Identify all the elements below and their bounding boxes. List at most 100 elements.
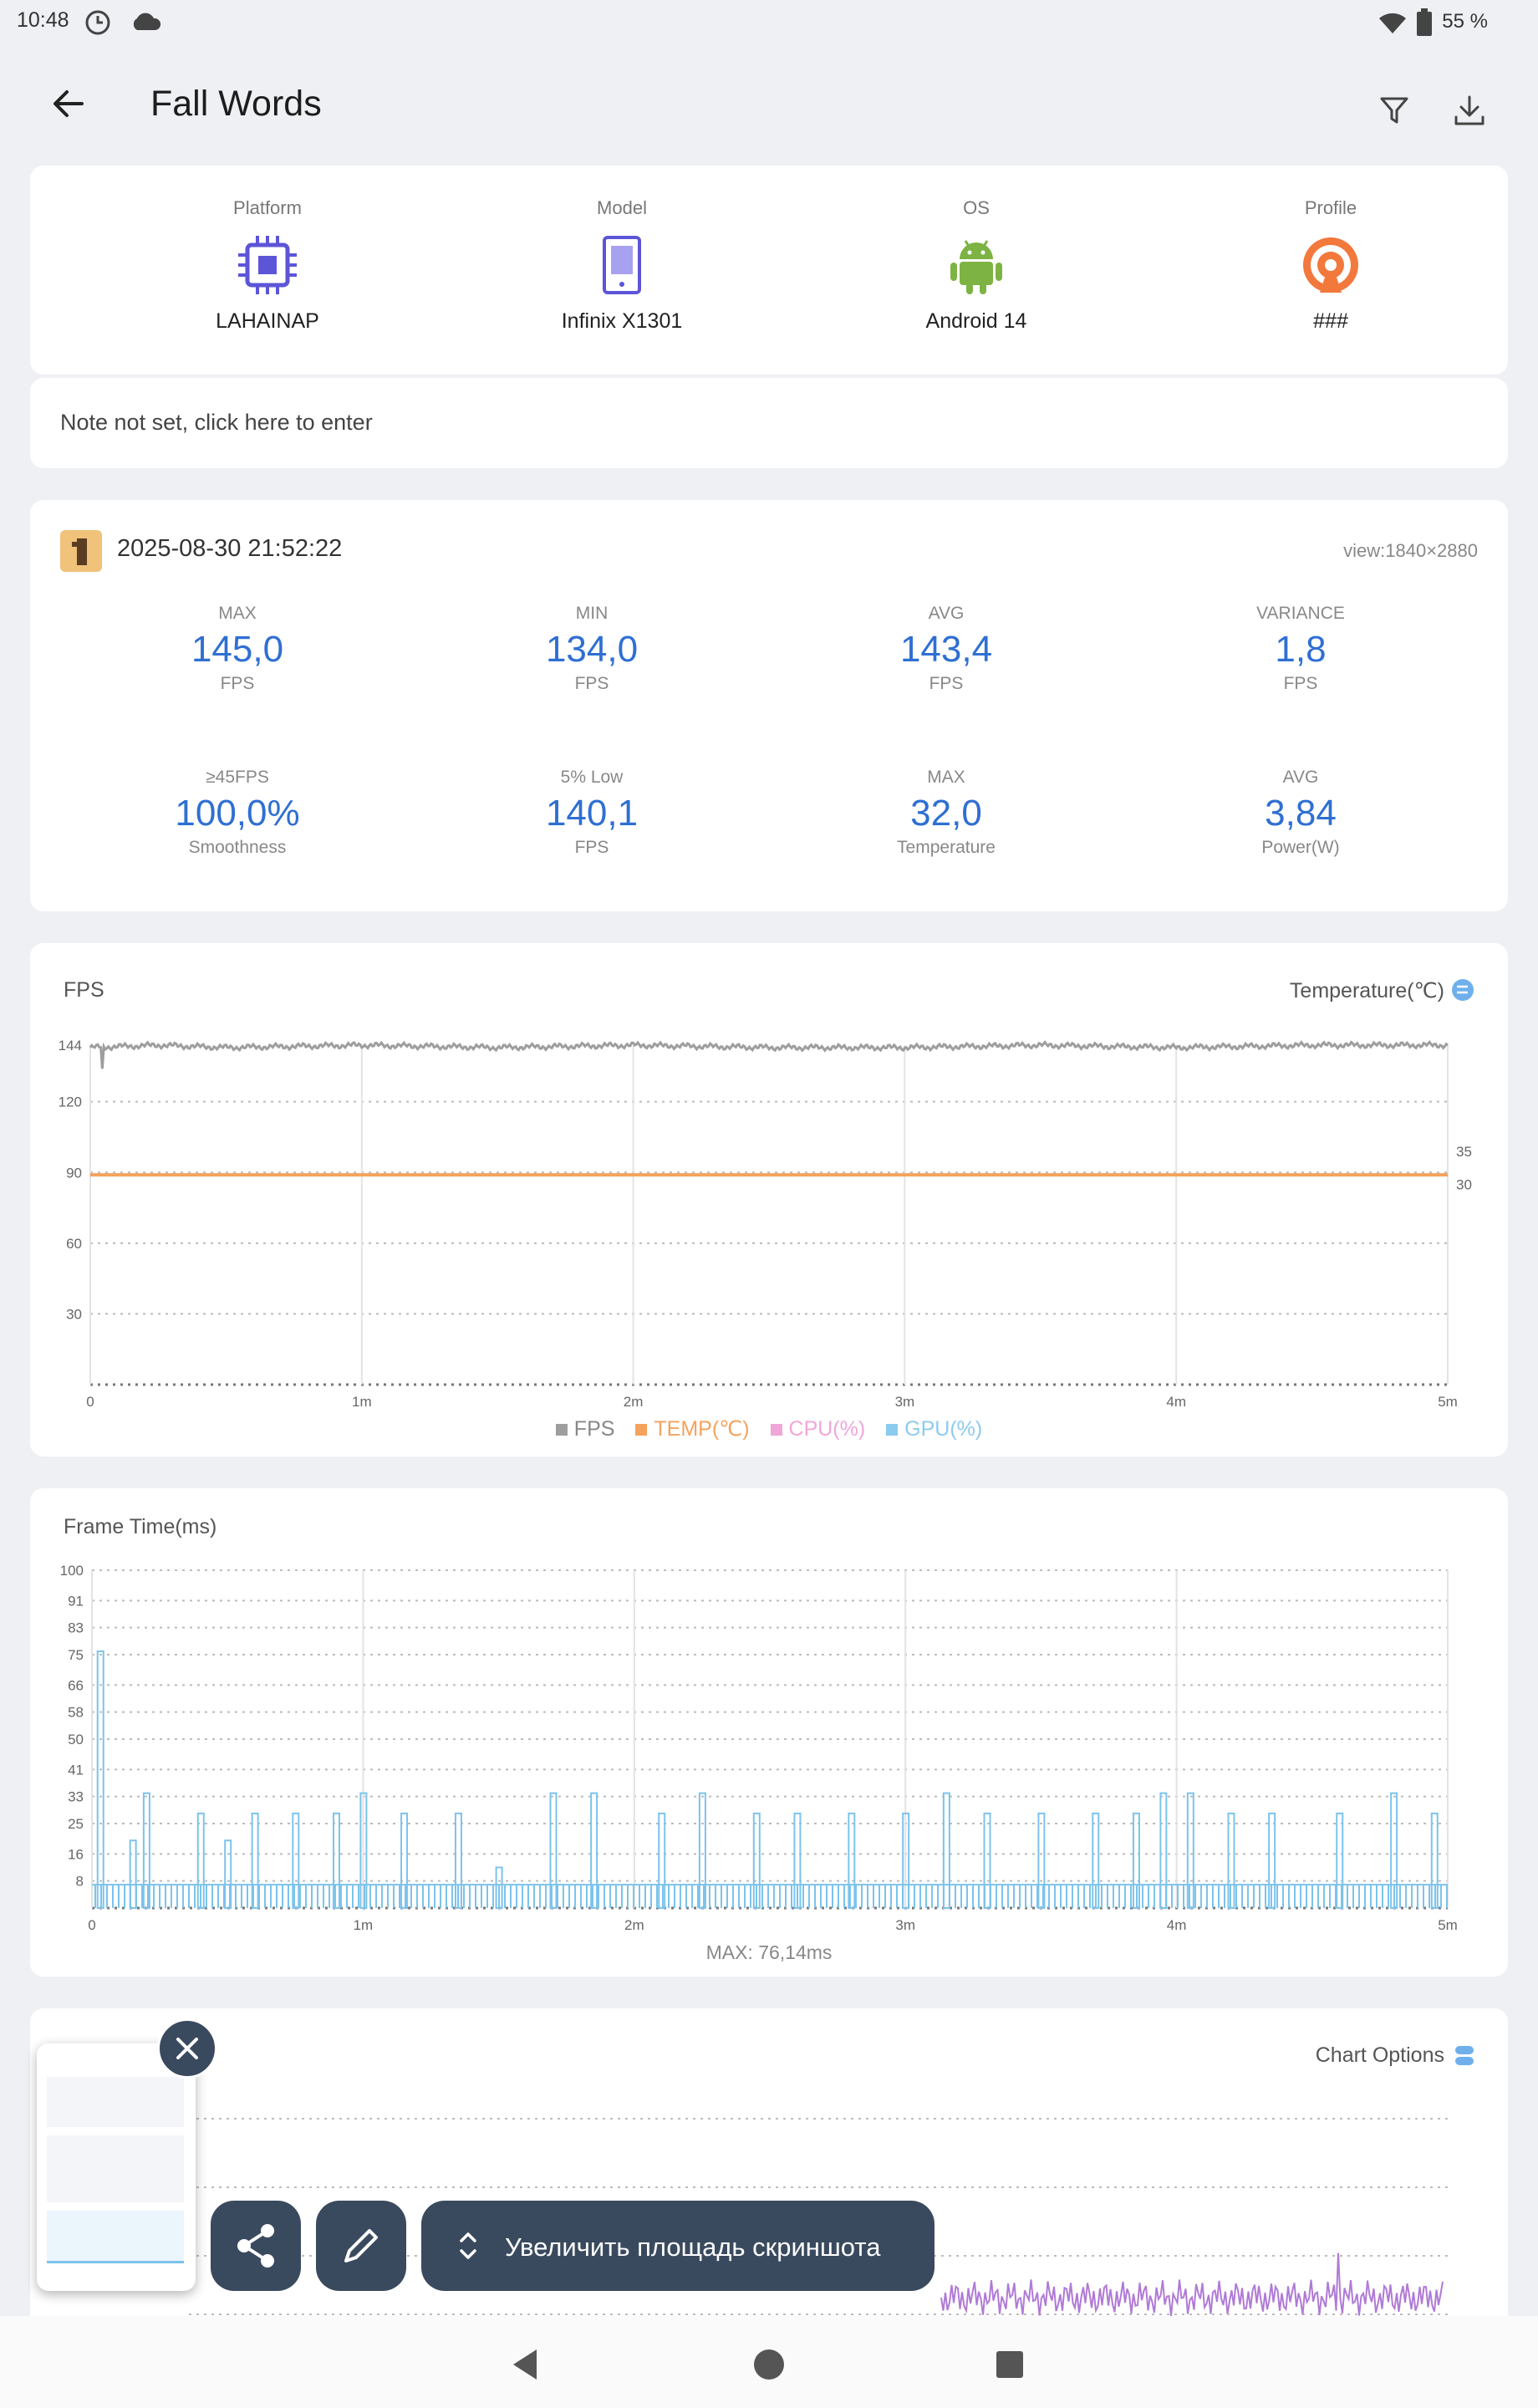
metric-value: 1,8 [1275, 629, 1327, 670]
y-tick-label: 16 [68, 1846, 84, 1862]
frametime-spike-bar [1159, 1792, 1168, 1910]
edit-button[interactable] [316, 2201, 406, 2291]
legend-cpu[interactable]: CPU(%) [770, 1417, 865, 1441]
metric-avg-fps: AVG 143,4 FPS [821, 604, 1072, 694]
session-datetime: 2025-08-30 21:52:22 [117, 535, 343, 562]
close-icon [176, 2038, 198, 2059]
system-nav-bar [0, 2316, 1538, 2408]
y-tick-label: 100 [60, 1563, 84, 1579]
platform-column: Platform LAHAINAP [142, 197, 393, 334]
x-tick-label: 1m [354, 1917, 374, 1933]
frametime-spike-bar [495, 1866, 503, 1909]
x-tick-label: 5m [1438, 1394, 1458, 1410]
metric-label: AVG [1282, 768, 1319, 787]
frametime-spike-bar [251, 1812, 259, 1910]
y-tick-label: 66 [68, 1677, 84, 1693]
android-icon [950, 240, 1002, 294]
metric-unit: FPS [1283, 674, 1318, 693]
metric-unit: FPS [574, 838, 609, 857]
y-tick-label: 91 [68, 1593, 84, 1609]
legend-gpu[interactable]: GPU(%) [886, 1417, 982, 1441]
y-tick-label: 144 [59, 1038, 82, 1054]
x-tick-label: 4m [1167, 1917, 1187, 1933]
nav-recents-icon[interactable] [995, 2349, 1025, 2380]
frametime-spike-bar [1390, 1792, 1398, 1910]
frametime-spike-bar [196, 1812, 205, 1910]
filter-icon[interactable] [1378, 94, 1411, 127]
frametime-spike-bar [1268, 1812, 1276, 1910]
download-icon[interactable] [1451, 92, 1488, 129]
screenshot-preview[interactable] [37, 2043, 196, 2291]
metric-unit: Smoothness [188, 838, 287, 857]
back-arrow-icon[interactable] [48, 84, 89, 124]
frametime-spike-bar [848, 1812, 856, 1910]
frametime-spike-bar [332, 1812, 340, 1910]
share-button[interactable] [211, 2201, 301, 2291]
metric-label: MAX [927, 768, 965, 787]
metric-value: 3,84 [1265, 793, 1337, 834]
x-tick-label: 0 [86, 1394, 94, 1410]
view-resolution: view:1840×2880 [1343, 540, 1478, 561]
status-time: 10:48 [17, 8, 69, 32]
legend-temp[interactable]: TEMP(℃) [635, 1417, 750, 1441]
frametime-spike-bar [454, 1812, 462, 1910]
nav-back-icon[interactable] [510, 2348, 540, 2381]
third-chart-card: Chart Options 40 [30, 2008, 1508, 2360]
model-column: Model Infinix X1301 [497, 197, 747, 334]
metric-value: 134,0 [545, 629, 639, 670]
phone-icon [603, 236, 641, 294]
swap-axis-icon[interactable] [1451, 978, 1474, 1002]
clock-icon [85, 10, 110, 35]
frametime-spike-bar [658, 1812, 666, 1910]
frametime-spike-bar [1186, 1792, 1194, 1910]
os-value: Android 14 [925, 309, 1027, 333]
share-icon [237, 2224, 274, 2268]
profile-column: Profile ### [1205, 197, 1456, 334]
chart-options-label[interactable]: Chart Options [1315, 2043, 1444, 2067]
frametime-chart-title: Frame Time(ms) [64, 1515, 217, 1538]
x-tick-label: 4m [1166, 1394, 1186, 1410]
metric-smoothness: ≥45FPS 100,0% Smoothness [112, 768, 363, 858]
close-preview-button[interactable] [157, 2018, 217, 2079]
note-placeholder: Note not set, click here to enter [60, 410, 373, 435]
note-field[interactable]: Note not set, click here to enter [30, 378, 1508, 468]
y-tick-label: 30 [66, 1306, 82, 1322]
metric-unit: FPS [220, 674, 255, 693]
chart-options-icon[interactable] [1454, 2045, 1474, 2067]
frametime-spike-bar [549, 1792, 558, 1910]
metric-value: 100,0% [175, 793, 300, 834]
expand-screenshot-button[interactable]: Увеличить площадь скриншота [421, 2201, 935, 2291]
metric-label: AVG [928, 604, 965, 623]
device-info-card: Platform LAHAINAP Model Infinix X1301 OS [30, 166, 1508, 375]
frametime-spike-bar [1336, 1812, 1344, 1910]
metric-label: MIN [575, 604, 609, 623]
legend-fps[interactable]: FPS [555, 1417, 614, 1441]
app-bar: Fall Words [0, 47, 1538, 164]
metric-value: 140,1 [545, 793, 639, 834]
frametime-spike-bar [1132, 1812, 1140, 1910]
battery-percent: 55 % [1442, 10, 1488, 33]
y-tick-label: 50 [68, 1732, 84, 1747]
profile-radar-icon [1303, 237, 1358, 293]
metric-label: VARIANCE [1256, 604, 1345, 623]
metric-avg-power: AVG 3,84 Power(W) [1175, 768, 1426, 858]
app-thumbnail-icon [60, 530, 102, 572]
third-chart-series-line [940, 2252, 1444, 2317]
temperature-axis-label: Temperature(℃) [1289, 979, 1444, 1002]
metric-variance: VARIANCE 1,8 FPS [1175, 604, 1426, 694]
metric-label: 5% Low [560, 768, 624, 787]
nav-home-icon[interactable] [752, 2348, 786, 2381]
battery-icon [1417, 8, 1432, 36]
platform-label: Platform [233, 197, 302, 218]
frametime-spike-bar [400, 1812, 409, 1910]
frametime-spike-bar [1227, 1812, 1235, 1910]
page-title: Fall Words [150, 84, 322, 124]
frametime-max-label: MAX: 76,14ms [705, 1941, 833, 1963]
os-column: OS Android 14 [851, 197, 1102, 334]
x-tick-label: 5m [1438, 1917, 1458, 1933]
frametime-spike-bar [590, 1792, 598, 1910]
y-right-tick-label: 35 [1456, 1144, 1472, 1160]
y-tick-label: 83 [68, 1620, 84, 1636]
metric-value: 32,0 [910, 793, 982, 834]
fps-chart-title: FPS [64, 978, 104, 1002]
